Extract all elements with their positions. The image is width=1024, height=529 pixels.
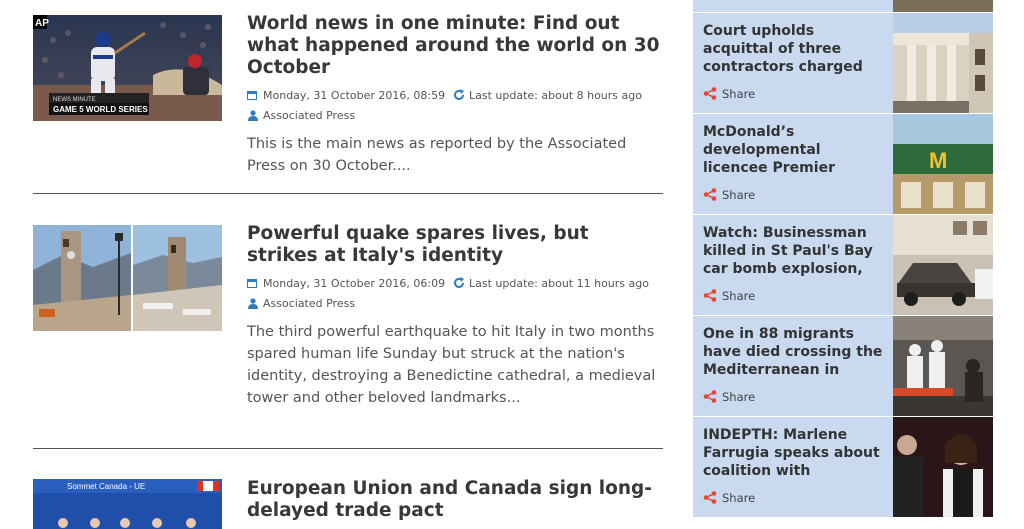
sidebar-item-title[interactable]: INDEPTH: Marlene Farrugia speaks about c… (703, 427, 880, 479)
calendar-icon (247, 279, 257, 288)
article-title[interactable]: World news in one minute: Find out what … (247, 13, 660, 78)
sidebar-thumbnail[interactable]: M (893, 114, 993, 214)
share-label: Share (722, 188, 756, 202)
article-author[interactable]: Associated Press (263, 109, 356, 122)
article-last-update: Last update: about 11 hours ago (469, 277, 649, 290)
ap-logo: AP (35, 18, 49, 29)
partial-photo (893, 0, 993, 12)
sidebar-item[interactable]: McDonald’s developmental licencee Premie… (693, 114, 993, 214)
refresh-icon (454, 89, 464, 100)
car-wreck-photo (893, 215, 993, 315)
article-excerpt: The third powerful earthquake to hit Ita… (247, 324, 656, 406)
article-author-row: Associated Press (247, 109, 663, 129)
sidebar-thumbnail[interactable] (893, 417, 993, 517)
share-icon (703, 87, 717, 100)
sidebar-thumbnail[interactable] (893, 316, 993, 416)
article-divider (33, 193, 663, 194)
svg-text:M: M (929, 148, 947, 173)
sidebar-item[interactable]: One in 88 migrants have died crossing th… (693, 316, 993, 416)
article-body: European Union and Canada sign long-dela… (247, 478, 663, 522)
article-date: Monday, 31 October 2016, 08:59 (263, 89, 446, 102)
calendar-icon (247, 91, 257, 100)
article-body: World news in one minute: Find out what … (247, 13, 663, 177)
article-thumbnail[interactable] (33, 225, 222, 331)
user-icon (248, 298, 258, 309)
sidebar-news-list: Court upholds acquittal of three contrac… (693, 0, 993, 528)
article-meta: Monday, 31 October 2016, 08:59 Last upda… (247, 89, 663, 109)
sidebar-item-title[interactable]: Watch: Businessman killed in St Paul's B… (703, 225, 873, 277)
article-thumbnail[interactable]: AP NEWS MINUTE GAME 5 WORLD SERIES (33, 15, 222, 121)
courthouse-photo (893, 13, 993, 113)
rescue-workers-photo (893, 316, 993, 416)
sidebar-item-title[interactable]: McDonald’s developmental licencee Premie… (703, 124, 835, 176)
share-label: Share (722, 289, 756, 303)
baseball-photo: AP NEWS MINUTE GAME 5 WORLD SERIES (33, 15, 222, 121)
article-last-update: Last update: about 8 hours ago (469, 89, 642, 102)
share-icon (703, 491, 717, 504)
article-title[interactable]: European Union and Canada sign long-dela… (247, 478, 652, 521)
thumb-caption-small: NEWS MINUTE (53, 97, 96, 103)
restaurant-photo: M (893, 114, 993, 214)
sidebar-item-title[interactable]: Court upholds acquittal of three contrac… (703, 23, 863, 75)
sidebar-item[interactable]: Court upholds acquittal of three contrac… (693, 13, 993, 113)
sidebar-thumbnail[interactable] (893, 13, 993, 113)
sidebar-item[interactable]: INDEPTH: Marlene Farrugia speaks about c… (693, 417, 993, 517)
article-body: Powerful quake spares lives, but strikes… (247, 223, 663, 409)
share-label: Share (722, 491, 756, 505)
sidebar-thumbnail[interactable] (893, 215, 993, 315)
interview-photo (893, 417, 993, 517)
thumb-caption: GAME 5 WORLD SERIES (53, 105, 148, 114)
sidebar-item-title[interactable]: One in 88 migrants have died crossing th… (703, 326, 883, 378)
article-date: Monday, 31 October 2016, 06:09 (263, 277, 446, 290)
article-author[interactable]: Associated Press (263, 297, 356, 310)
share-icon (703, 390, 717, 403)
earthquake-photo (33, 225, 222, 331)
share-label: Share (722, 87, 756, 101)
share-icon (703, 289, 717, 302)
summit-banner-text: Sommet Canada - UE (67, 482, 145, 491)
summit-photo: Sommet Canada - UE (33, 479, 222, 529)
article-title[interactable]: Powerful quake spares lives, but strikes… (247, 223, 589, 266)
user-icon (248, 110, 258, 121)
article-thumbnail[interactable]: Sommet Canada - UE (33, 479, 222, 529)
sidebar-item[interactable] (693, 0, 993, 12)
article-meta: Monday, 31 October 2016, 06:09 Last upda… (247, 277, 663, 297)
article-divider (33, 448, 663, 449)
refresh-icon (454, 277, 464, 288)
share-label: Share (722, 390, 756, 404)
article-author-row: Associated Press (247, 297, 663, 317)
article-excerpt: This is the main news as reported by the… (247, 136, 627, 174)
share-icon (703, 188, 717, 201)
sidebar-item[interactable]: Watch: Businessman killed in St Paul's B… (693, 215, 993, 315)
sidebar-thumbnail[interactable] (893, 0, 993, 12)
